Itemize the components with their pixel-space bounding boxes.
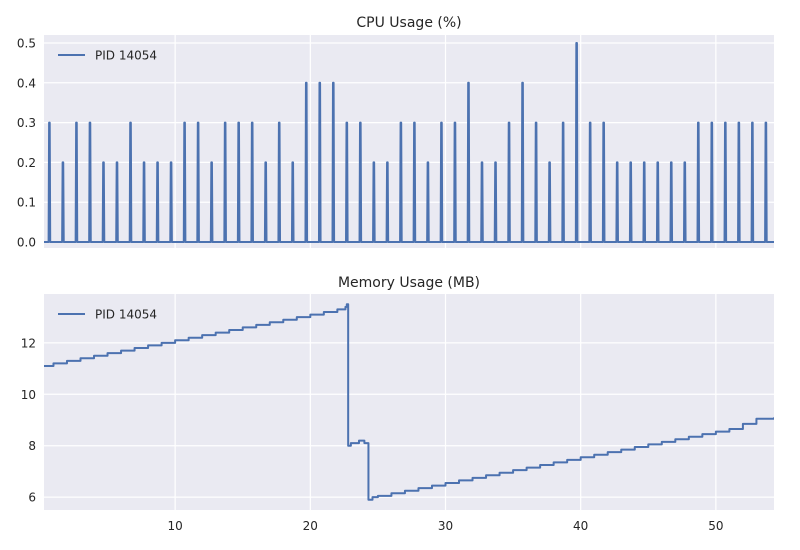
y-tick-label: 0.2 [17,156,36,170]
chart-title: CPU Usage (%) [356,15,461,31]
chart-title: Memory Usage (MB) [338,275,480,291]
series-line-pid-14054 [44,41,774,244]
plot-area [44,35,774,248]
chart-panel-1: 0.0 0.1 0.2 0.3 0.4 0.5 CPU Usage (%) PID 14054 [17,15,774,250]
legend-label: PID 14054 [95,49,157,63]
x-tick-label: 50 [708,519,723,533]
x-tick-label: 30 [438,519,453,533]
y-tick-label: 0.5 [17,36,36,50]
y-tick-label: 6 [28,491,36,505]
y-tick-label: 0.1 [17,196,36,210]
series-line-pid-14054 [44,303,774,501]
x-tick-label: 10 [167,519,182,533]
y-tick-label: 0.0 [17,236,36,250]
x-tick-label: 20 [303,519,318,533]
chart-panel-2: 6 8 10 12 10 20 30 40 50 Memory Usage (MB) PID 140… [21,275,774,533]
x-tick-label: 40 [573,519,588,533]
y-tick-label: 0.3 [17,116,36,130]
y-tick-label: 0.4 [17,76,36,90]
plot-area [44,294,774,510]
legend-label: PID 14054 [95,308,157,322]
y-tick-label: 10 [21,388,36,402]
y-tick-label: 12 [21,336,36,350]
y-tick-label: 8 [28,439,36,453]
